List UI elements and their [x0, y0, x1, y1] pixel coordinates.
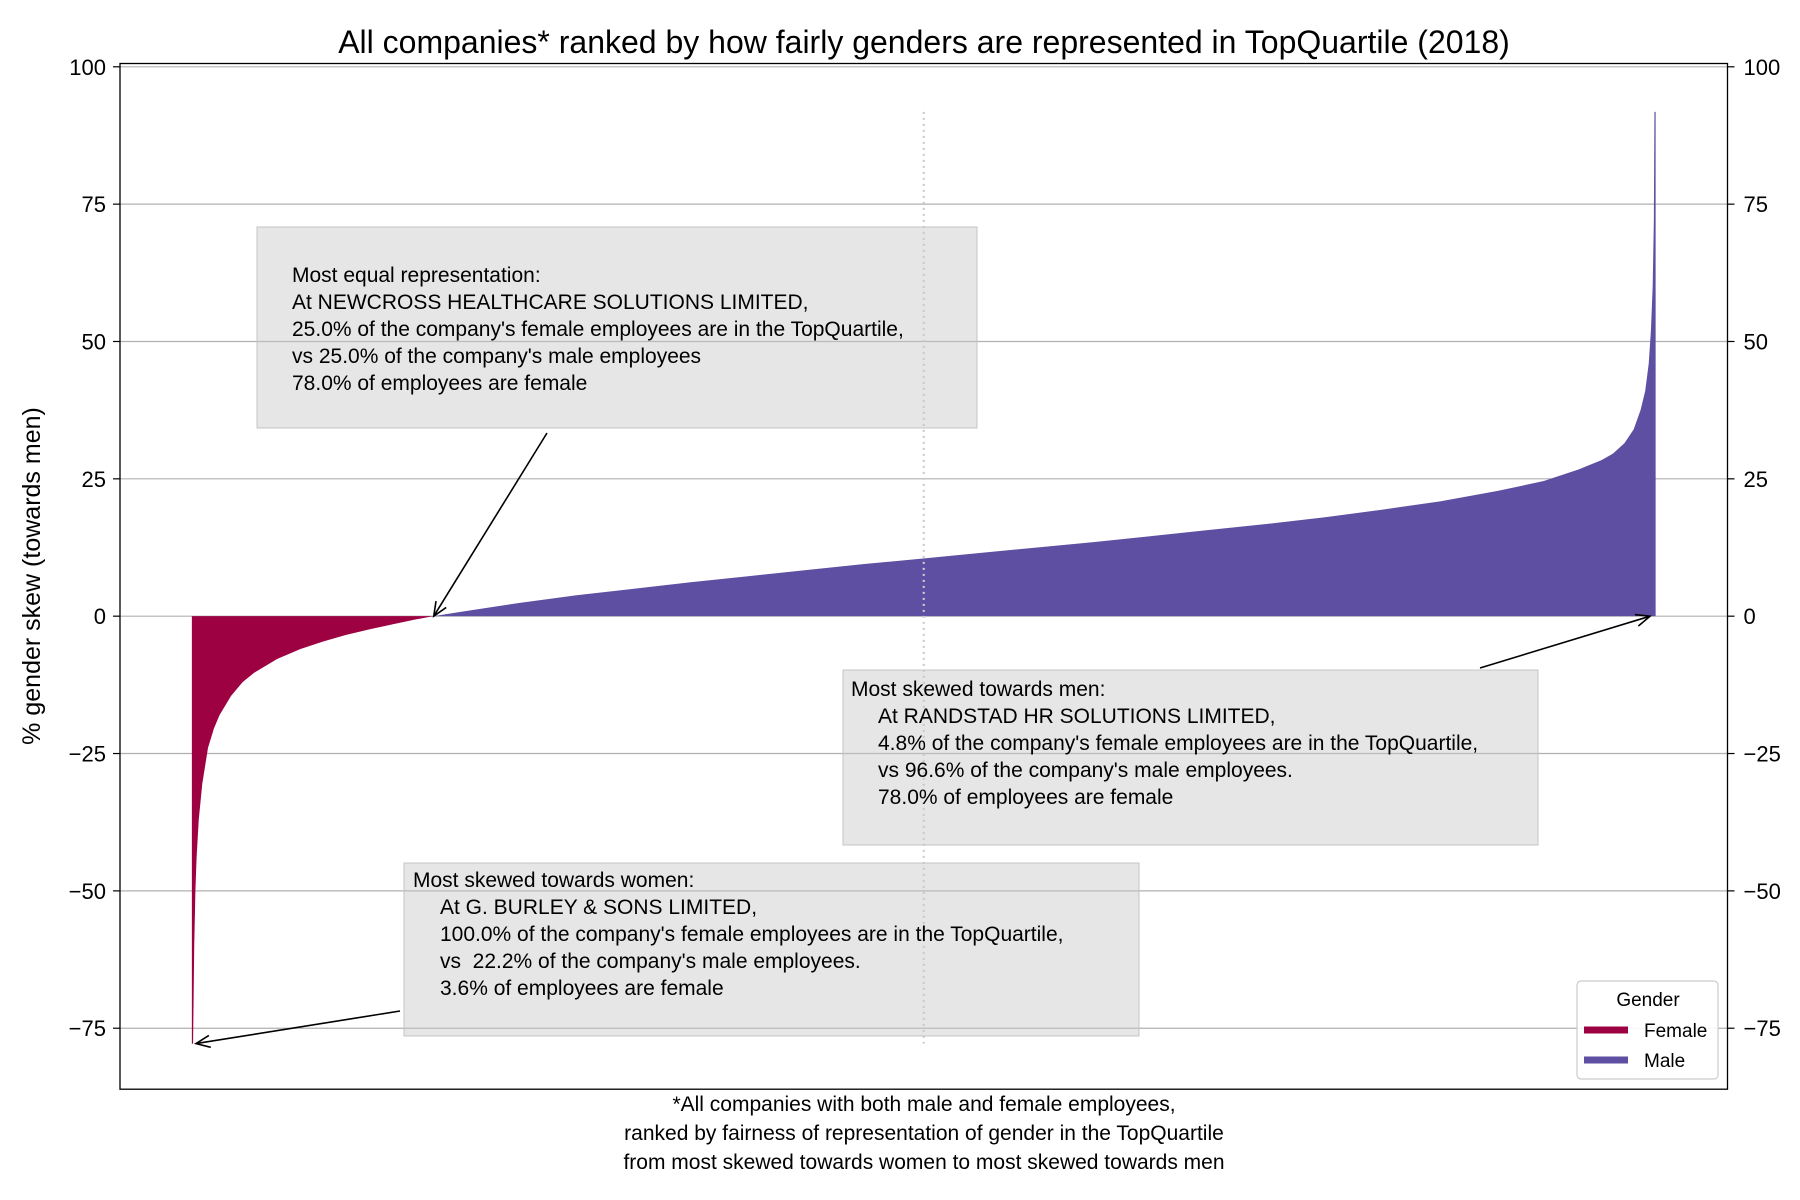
annotation-heading: Most skewed towards men:: [851, 678, 1105, 701]
ytick-label-right: −50: [1744, 879, 1781, 904]
ytick-label-left: 100: [69, 55, 106, 80]
annotation-most-skewed-women: Most skewed towards women: At G. BURLEY …: [193, 862, 1140, 1049]
annotation-line: vs 25.0% of the company's male employees: [292, 345, 701, 368]
ytick-label-right: 50: [1744, 329, 1768, 354]
ytick-label-right: −25: [1744, 742, 1781, 767]
legend-title: Gender: [1616, 990, 1680, 1011]
legend: Gender Female Male: [1576, 980, 1719, 1080]
annotation-most-equal: Most equal representation: At NEWCROSS H…: [256, 226, 978, 618]
annotation-line: 100.0% of the company's female employees…: [440, 923, 1063, 946]
male-area: [432, 111, 1656, 617]
ytick-label-left: 25: [82, 467, 106, 492]
annotation-line: 78.0% of employees are female: [292, 372, 587, 395]
chart-title: All companies* ranked by how fairly gend…: [338, 24, 1510, 60]
ytick-label-left: 75: [82, 192, 106, 217]
annotation-line: At G. BURLEY & SONS LIMITED,: [440, 896, 757, 919]
footnote-line: *All companies with both male and female…: [672, 1093, 1175, 1116]
footnote-line: ranked by fairness of representation of …: [624, 1122, 1224, 1145]
annotation-line: 3.6% of employees are female: [440, 977, 724, 1000]
ytick-label-right: 0: [1744, 604, 1756, 629]
annotation-most-skewed-men: Most skewed towards men: At RANDSTAD HR …: [842, 613, 1652, 846]
ytick-label-left: −25: [69, 742, 106, 767]
plot-areas: [191, 111, 1656, 1044]
ytick-label-right: 25: [1744, 467, 1768, 492]
annotation-line: vs 96.6% of the company's male employees…: [878, 759, 1293, 782]
ytick-label-left: −75: [69, 1016, 106, 1041]
annotation-heading: Most skewed towards women:: [413, 869, 694, 892]
footnote-line: from most skewed towards women to most s…: [623, 1151, 1224, 1174]
annotation-line: 4.8% of the company's female employees a…: [878, 732, 1478, 755]
annotation-line: At NEWCROSS HEALTHCARE SOLUTIONS LIMITED…: [292, 291, 809, 314]
ytick-label-left: −50: [69, 879, 106, 904]
ytick-label-left: 50: [82, 329, 106, 354]
ytick-label-right: 100: [1744, 55, 1781, 80]
ytick-label-right: 75: [1744, 192, 1768, 217]
annotation-box: [403, 862, 1140, 1037]
annotation-line: 78.0% of employees are female: [878, 786, 1173, 809]
annotation-arrow: [432, 432, 548, 618]
axes-frame: [119, 62, 1729, 1090]
annotation-line: 25.0% of the company's female employees …: [292, 318, 904, 341]
annotation-box: [256, 226, 978, 429]
legend-label-female: Female: [1644, 1021, 1707, 1042]
annotation-line: vs 22.2% of the company's male employees…: [440, 950, 861, 973]
legend-box: [1576, 980, 1719, 1080]
ytick-label-left: 0: [94, 604, 106, 629]
annotation-heading: Most equal representation:: [292, 264, 541, 287]
annotation-box: [842, 669, 1539, 846]
y-axis-label: % gender skew (towards men): [18, 407, 46, 745]
female-area: [191, 616, 435, 1044]
y-axis-ticks: 100 100 75 75 50 50 25 25 0 0 −25 −25 −50 −50 −75 −75: [69, 55, 1781, 1041]
annotation-arrow: [1479, 613, 1652, 669]
ytick-label-right: −75: [1744, 1016, 1781, 1041]
x-axis-footnote: *All companies with both male and female…: [623, 1093, 1224, 1174]
annotation-line: At RANDSTAD HR SOLUTIONS LIMITED,: [878, 705, 1276, 728]
legend-label-male: Male: [1644, 1051, 1685, 1072]
annotation-arrow: [193, 1010, 401, 1049]
